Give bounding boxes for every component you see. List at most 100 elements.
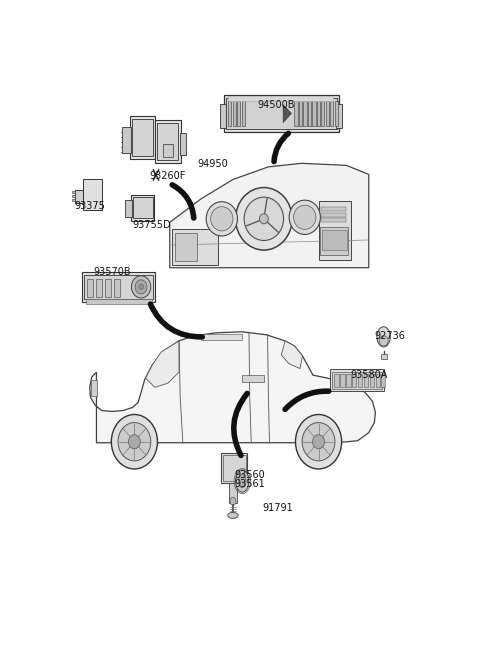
Ellipse shape xyxy=(302,422,335,461)
Ellipse shape xyxy=(236,470,249,492)
Bar xyxy=(175,233,197,261)
Ellipse shape xyxy=(129,435,140,449)
Ellipse shape xyxy=(312,435,324,449)
Bar xyxy=(321,213,347,217)
Bar xyxy=(223,455,246,481)
Bar xyxy=(157,124,178,160)
Bar xyxy=(132,195,155,221)
Bar xyxy=(381,374,385,387)
Text: 93570B: 93570B xyxy=(94,267,131,277)
Ellipse shape xyxy=(289,200,321,234)
Bar xyxy=(133,197,153,218)
Bar xyxy=(155,121,180,163)
Bar xyxy=(321,101,324,126)
Bar xyxy=(335,101,338,126)
Text: 91791: 91791 xyxy=(263,503,293,514)
Bar xyxy=(130,117,155,159)
Text: 92736: 92736 xyxy=(374,331,405,341)
Ellipse shape xyxy=(259,214,268,224)
Bar xyxy=(332,371,382,389)
Polygon shape xyxy=(75,189,83,202)
Text: 93755D: 93755D xyxy=(132,220,171,230)
Bar xyxy=(96,279,102,297)
Bar xyxy=(336,103,342,128)
Text: 93580A: 93580A xyxy=(350,370,387,380)
Bar xyxy=(340,374,345,387)
Bar xyxy=(221,453,248,483)
Bar xyxy=(241,101,245,126)
Bar xyxy=(125,200,132,217)
FancyArrowPatch shape xyxy=(285,391,329,409)
Ellipse shape xyxy=(132,276,151,298)
Ellipse shape xyxy=(206,202,238,236)
Bar xyxy=(381,354,386,358)
FancyArrowPatch shape xyxy=(234,394,247,455)
Ellipse shape xyxy=(211,207,233,231)
Bar xyxy=(83,179,102,210)
Ellipse shape xyxy=(294,205,316,229)
Bar xyxy=(376,374,380,387)
Text: 93375: 93375 xyxy=(74,200,105,211)
Bar xyxy=(325,101,329,126)
Ellipse shape xyxy=(135,280,147,294)
Bar xyxy=(172,229,218,265)
Bar xyxy=(321,227,348,255)
Ellipse shape xyxy=(239,474,246,487)
Polygon shape xyxy=(90,332,375,443)
FancyArrowPatch shape xyxy=(274,133,288,162)
Bar xyxy=(308,101,311,126)
Bar xyxy=(228,96,333,101)
Ellipse shape xyxy=(139,284,144,290)
Bar xyxy=(330,369,384,391)
Bar xyxy=(334,374,338,387)
Bar xyxy=(321,218,347,222)
Ellipse shape xyxy=(244,197,284,240)
Bar xyxy=(294,101,298,126)
Bar xyxy=(346,374,350,387)
Text: 93260F: 93260F xyxy=(149,172,186,181)
Bar xyxy=(83,272,155,301)
Bar xyxy=(312,101,315,126)
FancyArrowPatch shape xyxy=(172,185,194,218)
Ellipse shape xyxy=(379,336,388,346)
Bar xyxy=(114,279,120,297)
Bar xyxy=(105,279,111,297)
Bar xyxy=(72,191,75,193)
Bar xyxy=(220,103,226,128)
Bar xyxy=(322,230,347,250)
Ellipse shape xyxy=(118,422,151,461)
Ellipse shape xyxy=(236,187,292,250)
Bar xyxy=(224,95,339,132)
Bar xyxy=(180,132,186,155)
Bar xyxy=(233,101,236,126)
Ellipse shape xyxy=(296,415,342,469)
Bar xyxy=(317,101,320,126)
Bar xyxy=(237,101,240,126)
Polygon shape xyxy=(283,105,291,122)
Bar xyxy=(352,374,357,387)
Bar xyxy=(91,380,97,396)
Ellipse shape xyxy=(228,512,238,518)
Polygon shape xyxy=(145,341,179,387)
Polygon shape xyxy=(281,341,302,369)
Ellipse shape xyxy=(230,497,236,505)
Bar xyxy=(370,374,374,387)
Bar xyxy=(229,483,237,503)
Bar xyxy=(319,200,351,260)
Bar xyxy=(84,275,153,299)
FancyArrowPatch shape xyxy=(150,304,202,337)
Bar xyxy=(87,279,94,297)
Bar xyxy=(228,101,231,126)
Text: 94950: 94950 xyxy=(198,159,228,170)
Bar xyxy=(86,299,152,304)
Bar xyxy=(132,119,153,157)
Ellipse shape xyxy=(377,327,390,347)
Bar xyxy=(122,127,131,153)
Bar xyxy=(72,195,75,197)
Bar xyxy=(321,207,347,212)
Bar xyxy=(299,101,302,126)
Text: 94500B: 94500B xyxy=(257,100,295,110)
Bar xyxy=(72,198,75,201)
Bar xyxy=(330,101,334,126)
Bar xyxy=(226,98,337,129)
